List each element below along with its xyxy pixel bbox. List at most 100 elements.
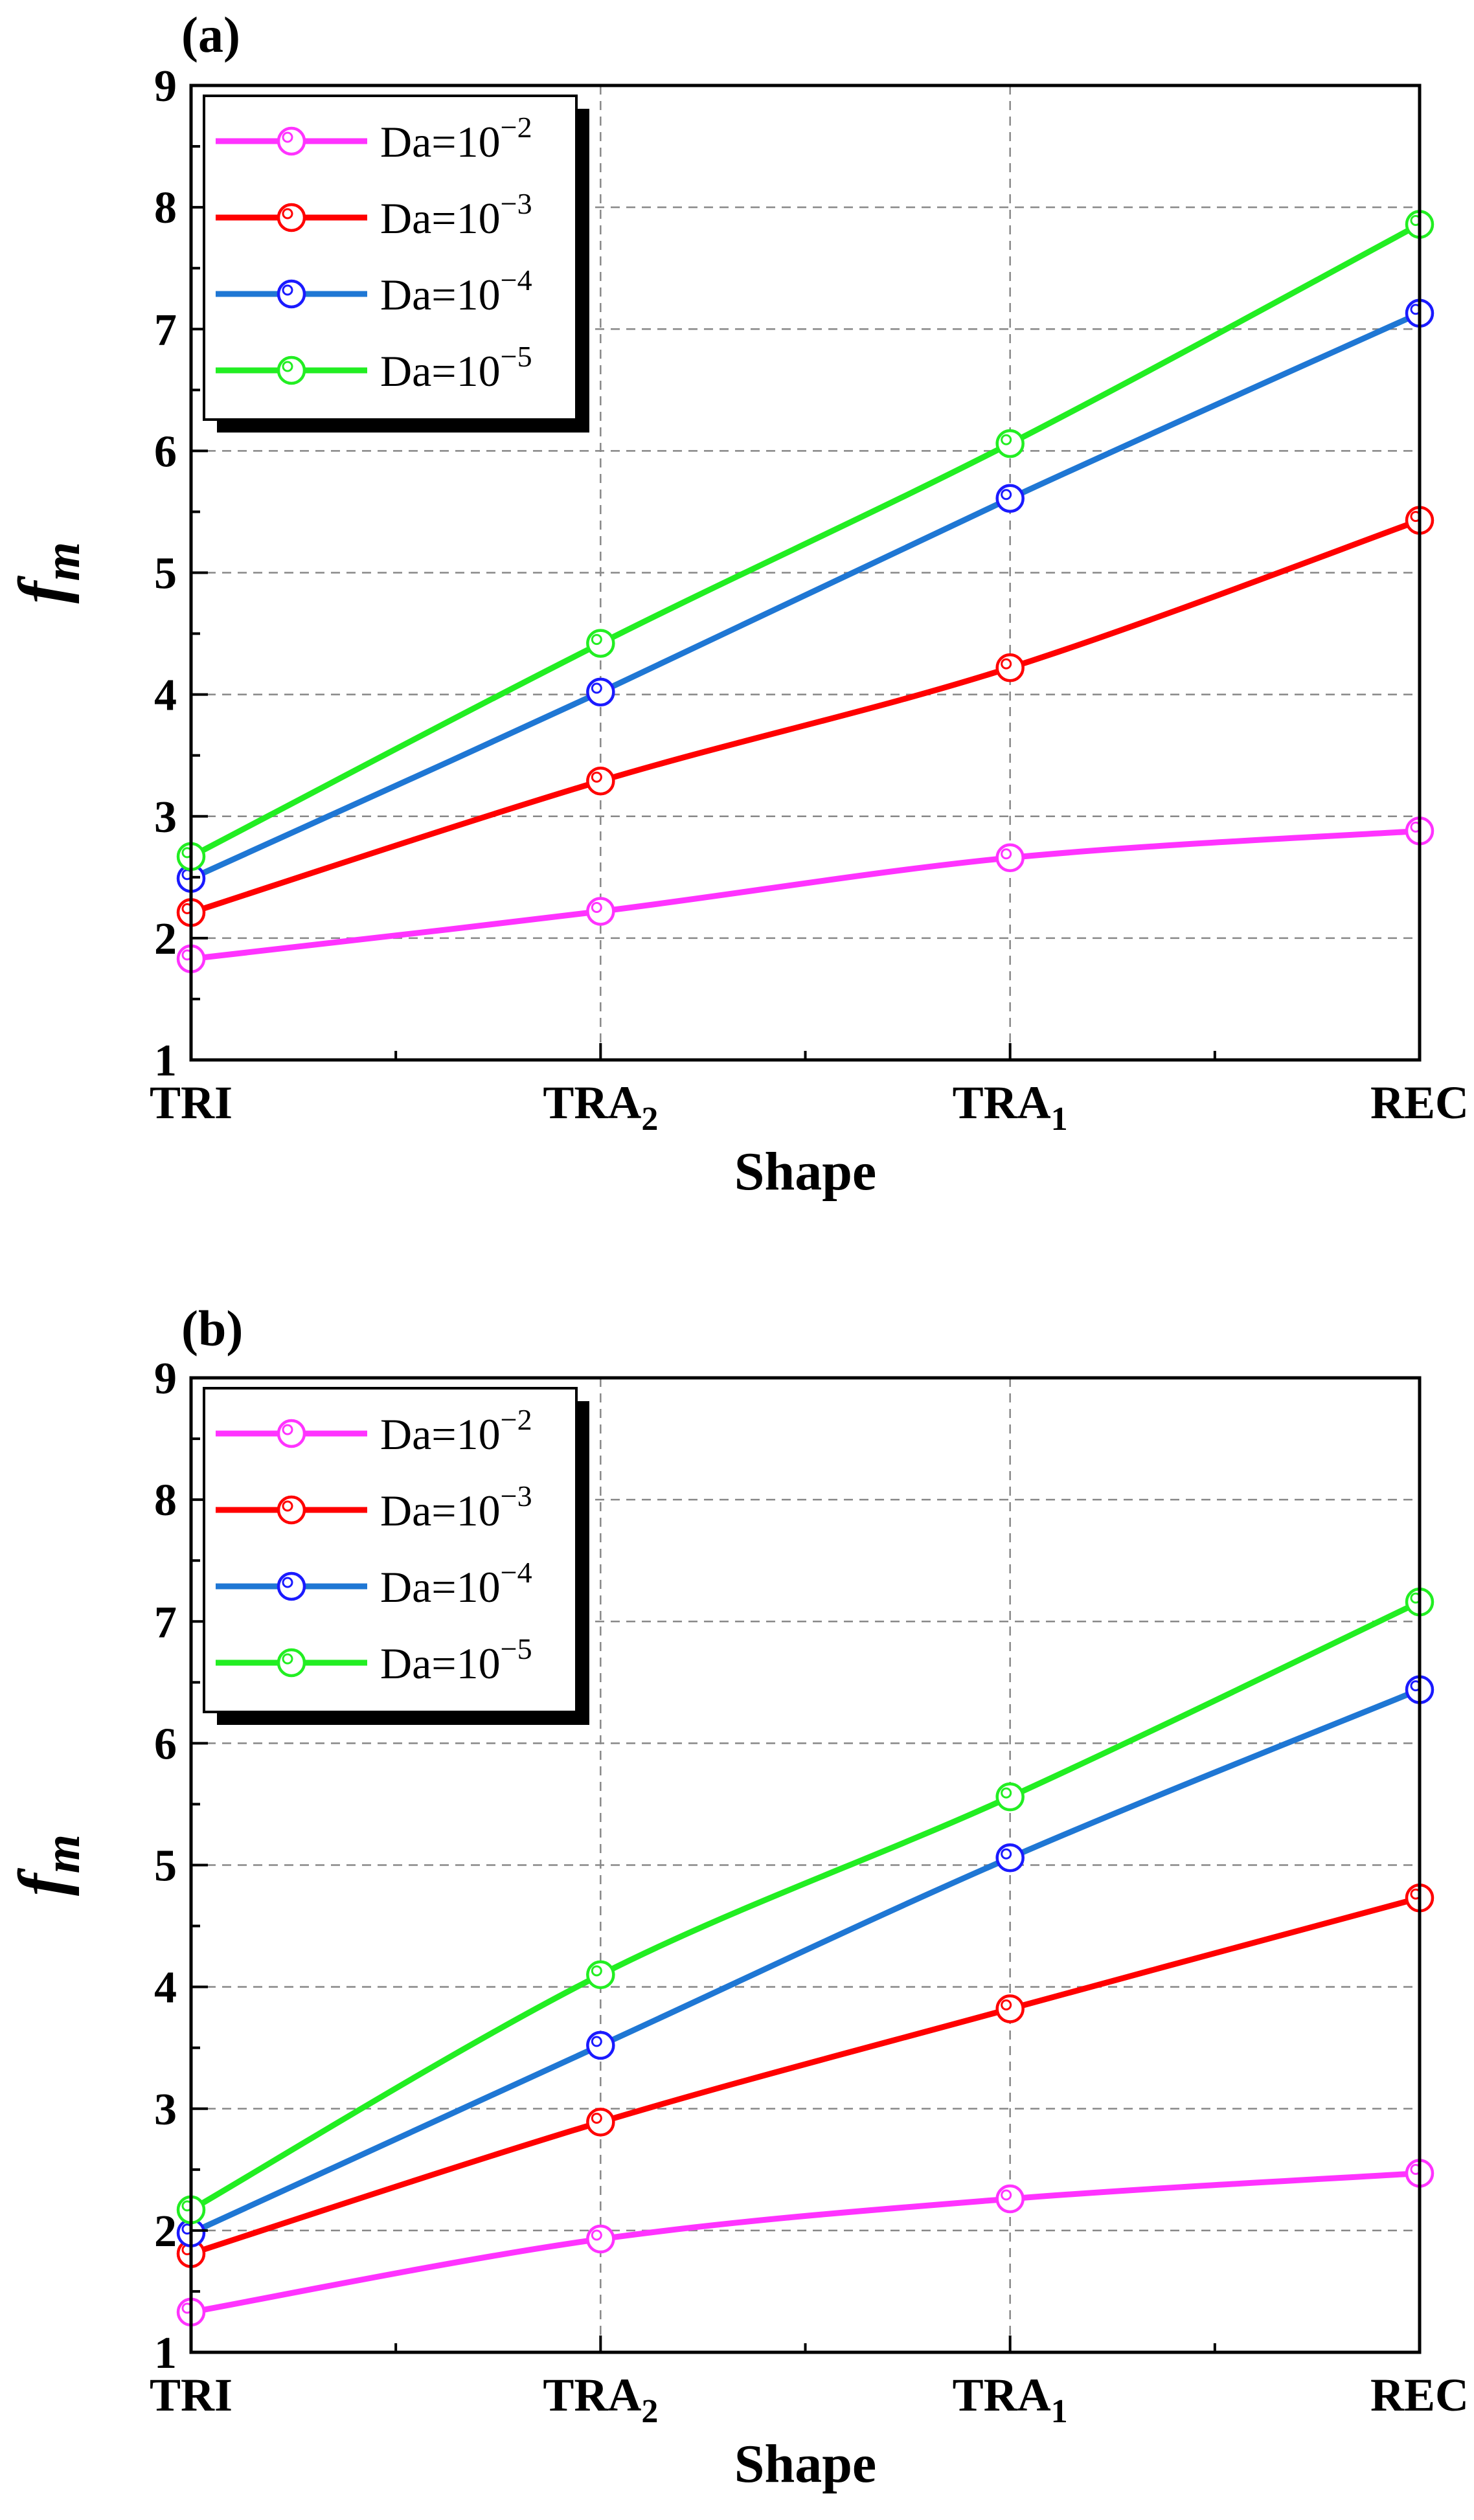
legend-box [203,1387,578,1713]
marker-highlight [591,2229,602,2241]
y-tick-label: 2 [154,914,177,964]
legend-label-exponent: −3 [501,187,532,220]
marker-highlight [591,634,602,646]
data-point [995,484,1025,513]
x-tick-subscript: 1 [1051,2393,1068,2430]
marker-highlight [1001,1848,1012,1860]
data-point [995,429,1025,458]
legend-label: Da=10−2 [380,1403,532,1459]
y-tick-label: 5 [154,1841,177,1891]
legend-label: Da=10−4 [380,1556,532,1612]
x-tick-label: TRA1 [953,2369,1068,2430]
legend-label: Da=10−2 [380,111,532,166]
series-line-4 [188,221,1423,860]
ticks [190,1377,1421,2354]
series-markers [176,210,1434,974]
legend-label: Da=10−5 [380,340,532,396]
legend-marker-highlight [282,1653,293,1665]
legend-label-base: Da=10 [380,194,501,243]
marker-highlight [591,901,602,913]
x-tick-text: TRI [150,2369,232,2421]
series-lines [188,221,1423,962]
legend-item-3: Da=10−4 [216,1556,532,1612]
x-tick-subscript: 1 [1051,1101,1068,1138]
marker-highlight [1001,658,1012,669]
legend-label-exponent: −4 [501,1556,532,1589]
panel-label: (a) [181,6,240,63]
y-tick-label: 1 [154,2328,177,2378]
y-tick-label: 3 [154,2085,177,2135]
x-tick-text: REC [1370,1077,1469,1129]
x-axis-label: Shape [734,2434,876,2494]
legend-item-1: Da=10−2 [216,1403,532,1459]
legend-item-3: Da=10−4 [216,264,532,319]
legend-label-exponent: −2 [501,1403,532,1436]
legend: Da=10−2Da=10−3Da=10−4Da=10−5 [203,95,589,433]
x-tick-label: TRA2 [543,2369,658,2430]
y-tick-label: 3 [154,793,177,842]
y-tick-label: 4 [154,671,177,721]
legend-item-1: Da=10−2 [216,111,532,166]
legend-label-exponent: −3 [501,1479,532,1513]
y-tick-label: 7 [154,1597,177,1647]
data-point [586,2224,615,2254]
legend-label: Da=10−3 [380,1479,532,1535]
marker-highlight [591,2036,602,2047]
y-tick-label: 2 [154,2207,177,2256]
x-tick-subscript: 2 [641,2393,658,2430]
series-line-1 [188,827,1423,962]
x-tick-text: TRA [543,1077,641,1129]
series-line-1 [188,2170,1423,2315]
legend-label-base: Da=10 [380,1486,501,1535]
marker-highlight [1001,489,1012,501]
x-tick-text: TRA [953,1077,1051,1129]
data-point [995,843,1025,872]
legend-label-base: Da=10 [380,270,501,319]
legend-marker-highlight [282,361,293,372]
legend-label-base: Da=10 [380,346,501,396]
x-tick-text: REC [1370,2369,1469,2421]
y-tick-label: 8 [154,1476,177,1525]
legend-marker-highlight [282,284,293,296]
legend-marker-highlight [282,208,293,219]
legend-label: Da=10−3 [380,187,532,243]
legend-label-base: Da=10 [380,1410,501,1459]
data-point [586,677,615,707]
marker-highlight [1001,2189,1012,2201]
legend-marker-highlight [282,1577,293,1588]
x-tick-label: REC [1370,1077,1469,1129]
x-tick-text: TRI [150,1077,232,1129]
x-tick-subscript: 2 [641,1101,658,1138]
data-point [995,2184,1025,2214]
x-tick-text: TRA [953,2369,1051,2421]
y-tick-label: 1 [154,1036,177,1086]
legend-label-base: Da=10 [380,117,501,166]
marker-highlight [591,771,602,783]
y-tick-label: 7 [154,305,177,355]
x-tick-label: TRI [150,2369,232,2421]
marker-highlight [1001,434,1012,445]
series-line-3 [188,310,1423,882]
y-tick-label: 6 [154,427,177,477]
legend-label-exponent: −2 [501,111,532,144]
series-line-2 [188,1895,1423,2257]
marker-highlight [591,2112,602,2124]
marker-highlight [1001,1787,1012,1799]
y-axis-label: fm [5,1834,90,1896]
legend-label-base: Da=10 [380,1639,501,1688]
legend-item-4: Da=10−5 [216,1632,532,1688]
data-point [995,1782,1025,1812]
legend-label-exponent: −5 [501,340,532,373]
series-line-2 [188,517,1423,916]
legend-label-exponent: −5 [501,1632,532,1665]
legend-box [203,95,578,421]
marker-highlight [1001,848,1012,860]
legend-marker-highlight [282,131,293,143]
data-point [586,2108,615,2137]
legend-label-base: Da=10 [380,1562,501,1612]
x-tick-label: REC [1370,2369,1469,2421]
y-tick-label: 4 [154,1963,177,2013]
